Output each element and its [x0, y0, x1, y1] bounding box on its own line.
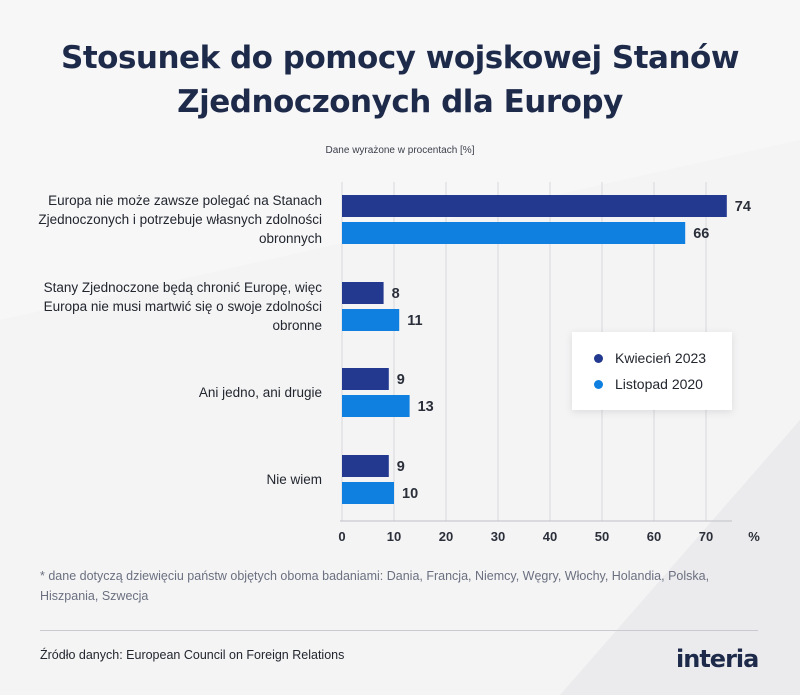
bar [342, 195, 727, 217]
data-label: 10 [402, 486, 418, 502]
x-tick-label: 30 [491, 529, 505, 544]
category-label: Ani jedno, ani drugie [198, 385, 322, 400]
x-tick-label: 50 [595, 529, 609, 544]
x-tick-label: 70 [699, 529, 713, 544]
x-tick-label: 10 [387, 529, 401, 544]
category-label: Europa nie może zawsze polegać na Stanac… [38, 193, 322, 246]
x-tick-label: 20 [439, 529, 453, 544]
bar [342, 395, 410, 417]
data-label: 74 [735, 199, 751, 215]
data-label: 66 [693, 226, 709, 242]
x-tick-label: 60 [647, 529, 661, 544]
data-label: 9 [397, 459, 405, 475]
legend-item-series1: Kwiecień 2023 [594, 350, 706, 366]
data-label: 9 [397, 372, 405, 388]
data-label: 13 [418, 399, 434, 415]
data-label: 11 [407, 313, 422, 329]
chart-subtitle: Dane wyrażone w procentach [%] [325, 145, 475, 156]
legend-label-series2: Listopad 2020 [615, 376, 703, 392]
x-unit-label: % [748, 529, 760, 544]
bar [342, 309, 400, 331]
legend-dot-series1 [594, 353, 603, 363]
bar [342, 482, 394, 504]
x-tick-label: 0 [338, 529, 345, 544]
chart-title: Stosunek do pomocy wojskowej Stanów Zjed… [61, 40, 739, 120]
x-tick-label: 40 [543, 529, 557, 544]
footnote: * dane dotyczą dziewięciu państw objętyc… [40, 569, 710, 603]
legend-dot-series2 [594, 379, 603, 389]
bar [342, 455, 389, 477]
legend-item-series2: Listopad 2020 [594, 376, 703, 392]
data-label: 8 [392, 286, 400, 302]
legend-label-series1: Kwiecień 2023 [615, 350, 707, 366]
bar [342, 282, 384, 304]
bar [342, 222, 686, 244]
category-label: Stany Zjednoczone będą chronić Europę, w… [43, 280, 322, 333]
bar [342, 368, 389, 390]
source-note: Źródło danych: European Council on Forei… [40, 648, 345, 662]
legend: Kwiecień 2023 Listopad 2020 [572, 332, 732, 410]
category-label: Nie wiem [266, 472, 322, 487]
divider [40, 630, 758, 631]
interia-logo: interia [676, 645, 759, 673]
